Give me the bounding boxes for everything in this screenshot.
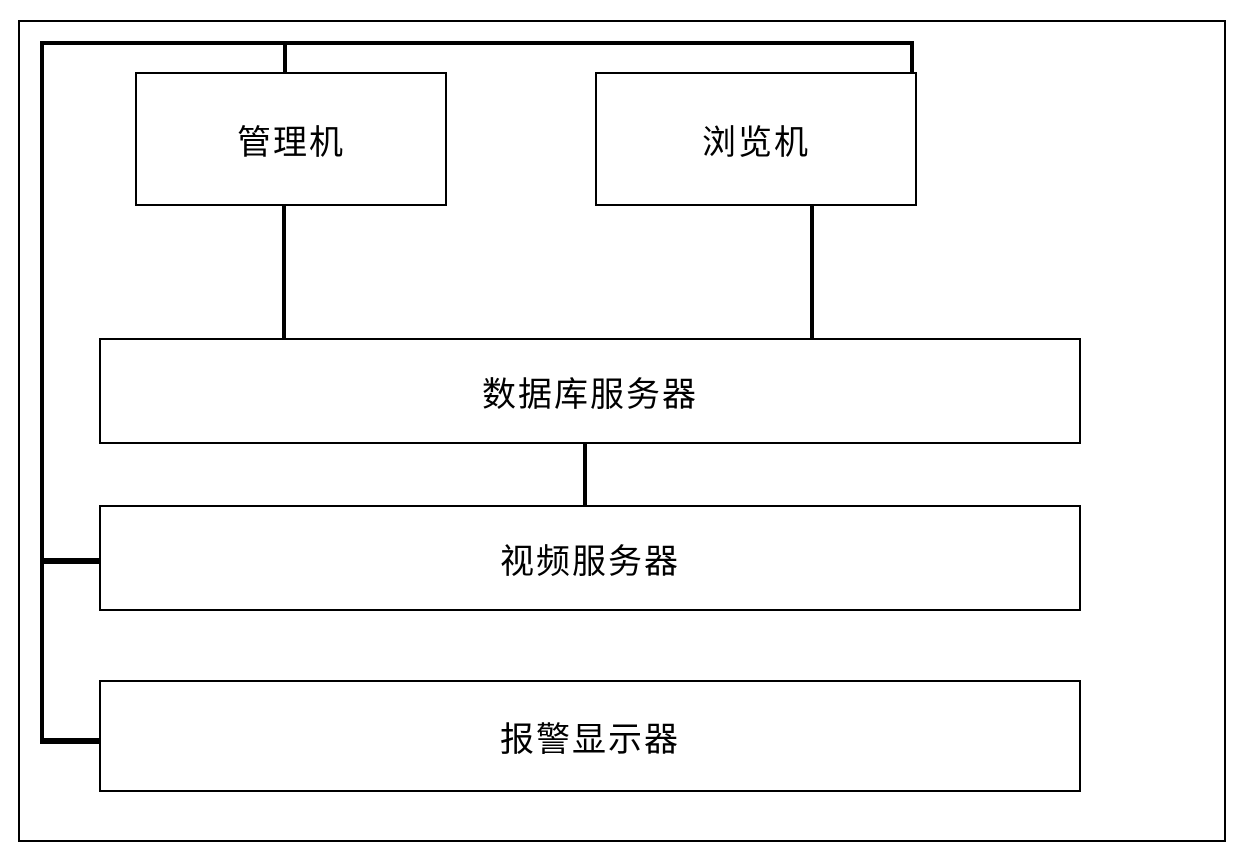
node-label-db-server: 数据库服务器: [482, 367, 698, 416]
connector-top-to-manager: [283, 41, 287, 72]
node-label-alarm-display: 报警显示器: [500, 712, 680, 761]
node-browser: 浏览机: [595, 72, 917, 206]
node-db-server: 数据库服务器: [99, 338, 1081, 444]
connector-manager-to-db: [282, 206, 286, 338]
node-label-manager: 管理机: [237, 115, 345, 164]
connector-left-bus-to-video: [40, 558, 99, 564]
node-alarm-display: 报警显示器: [99, 680, 1081, 792]
node-label-browser: 浏览机: [702, 115, 810, 164]
connector-left-bus-top-horizontal: [40, 41, 914, 45]
node-video-server: 视频服务器: [99, 505, 1081, 611]
connector-top-to-browser: [910, 41, 914, 72]
connector-left-bus-to-alarm: [40, 738, 99, 744]
connector-browser-to-db: [810, 206, 814, 338]
node-manager: 管理机: [135, 72, 447, 206]
connector-left-bus-vertical: [40, 41, 44, 741]
node-label-video-server: 视频服务器: [500, 534, 680, 583]
connector-db-to-video: [583, 444, 587, 505]
